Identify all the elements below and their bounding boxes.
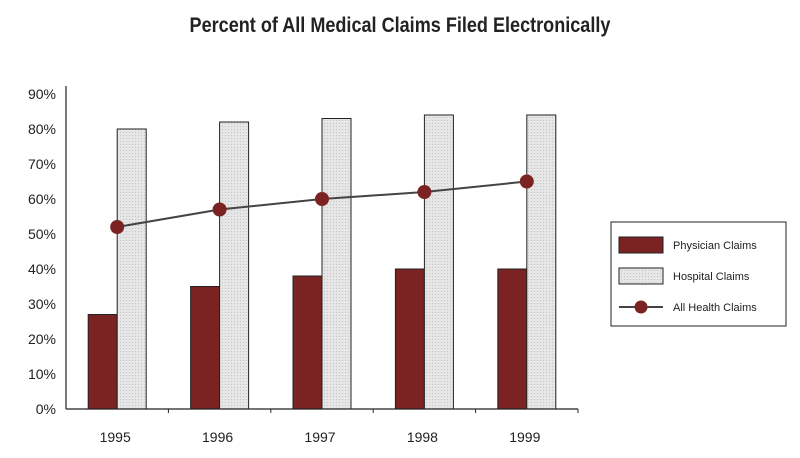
x-tick-label: 1999 [509,429,540,445]
legend-label: All Health Claims [673,302,757,314]
physician-claims-bar [497,268,528,410]
all-health-claims-point [315,192,329,206]
all-health-claims-line [110,174,534,234]
hospital-claims-bar [423,114,454,410]
all-health-claims-point [417,185,432,199]
x-tick-label: 1996 [202,429,233,445]
y-axis: 0% 10% 20% 30% 40% 50% 60% 70% 80% 90% [28,86,67,417]
y-tick-label: 90% [28,86,56,102]
hospital-claims-bar [321,118,352,410]
y-tick-label: 60% [28,191,56,207]
y-tick-label: 80% [28,121,56,137]
physician-claims-bar [87,314,118,410]
y-tick-label: 20% [28,331,56,347]
y-tick-label: 70% [28,156,56,172]
physician-claims-bar [292,275,323,410]
bars [87,114,557,410]
legend-label: Physician Claims [673,240,757,252]
all-health-claims-point [212,202,227,217]
physician-claims-legend-swatch [618,236,664,254]
hospital-claims-bar [526,114,557,410]
all-health-claims-point [110,220,125,234]
y-tick-label: 30% [28,296,56,312]
x-tick-label: 1997 [304,429,335,445]
hospital-claims-bar [116,128,147,410]
x-tick-label: 1998 [407,429,438,445]
all-health-claims-legend-marker [634,300,648,314]
y-tick-label: 10% [28,366,56,382]
physician-claims-bar [394,268,425,410]
y-tick-label: 0% [36,401,56,417]
legend: Physician Claims Hospital Claims All Healt… [610,221,787,327]
hospital-claims-bar [219,121,250,410]
chart-title: Percent of All Medical Claims Filed Elec… [189,14,611,37]
physician-claims-bar [190,286,221,410]
y-tick-label: 40% [28,261,56,277]
hospital-claims-legend-swatch [618,267,664,285]
all-health-claims-point [519,174,534,189]
y-tick-label: 50% [28,226,56,242]
x-axis: 1995 1996 1997 1998 1999 [66,408,579,445]
legend-label: Hospital Claims [673,271,750,283]
x-tick-label: 1995 [100,429,131,445]
